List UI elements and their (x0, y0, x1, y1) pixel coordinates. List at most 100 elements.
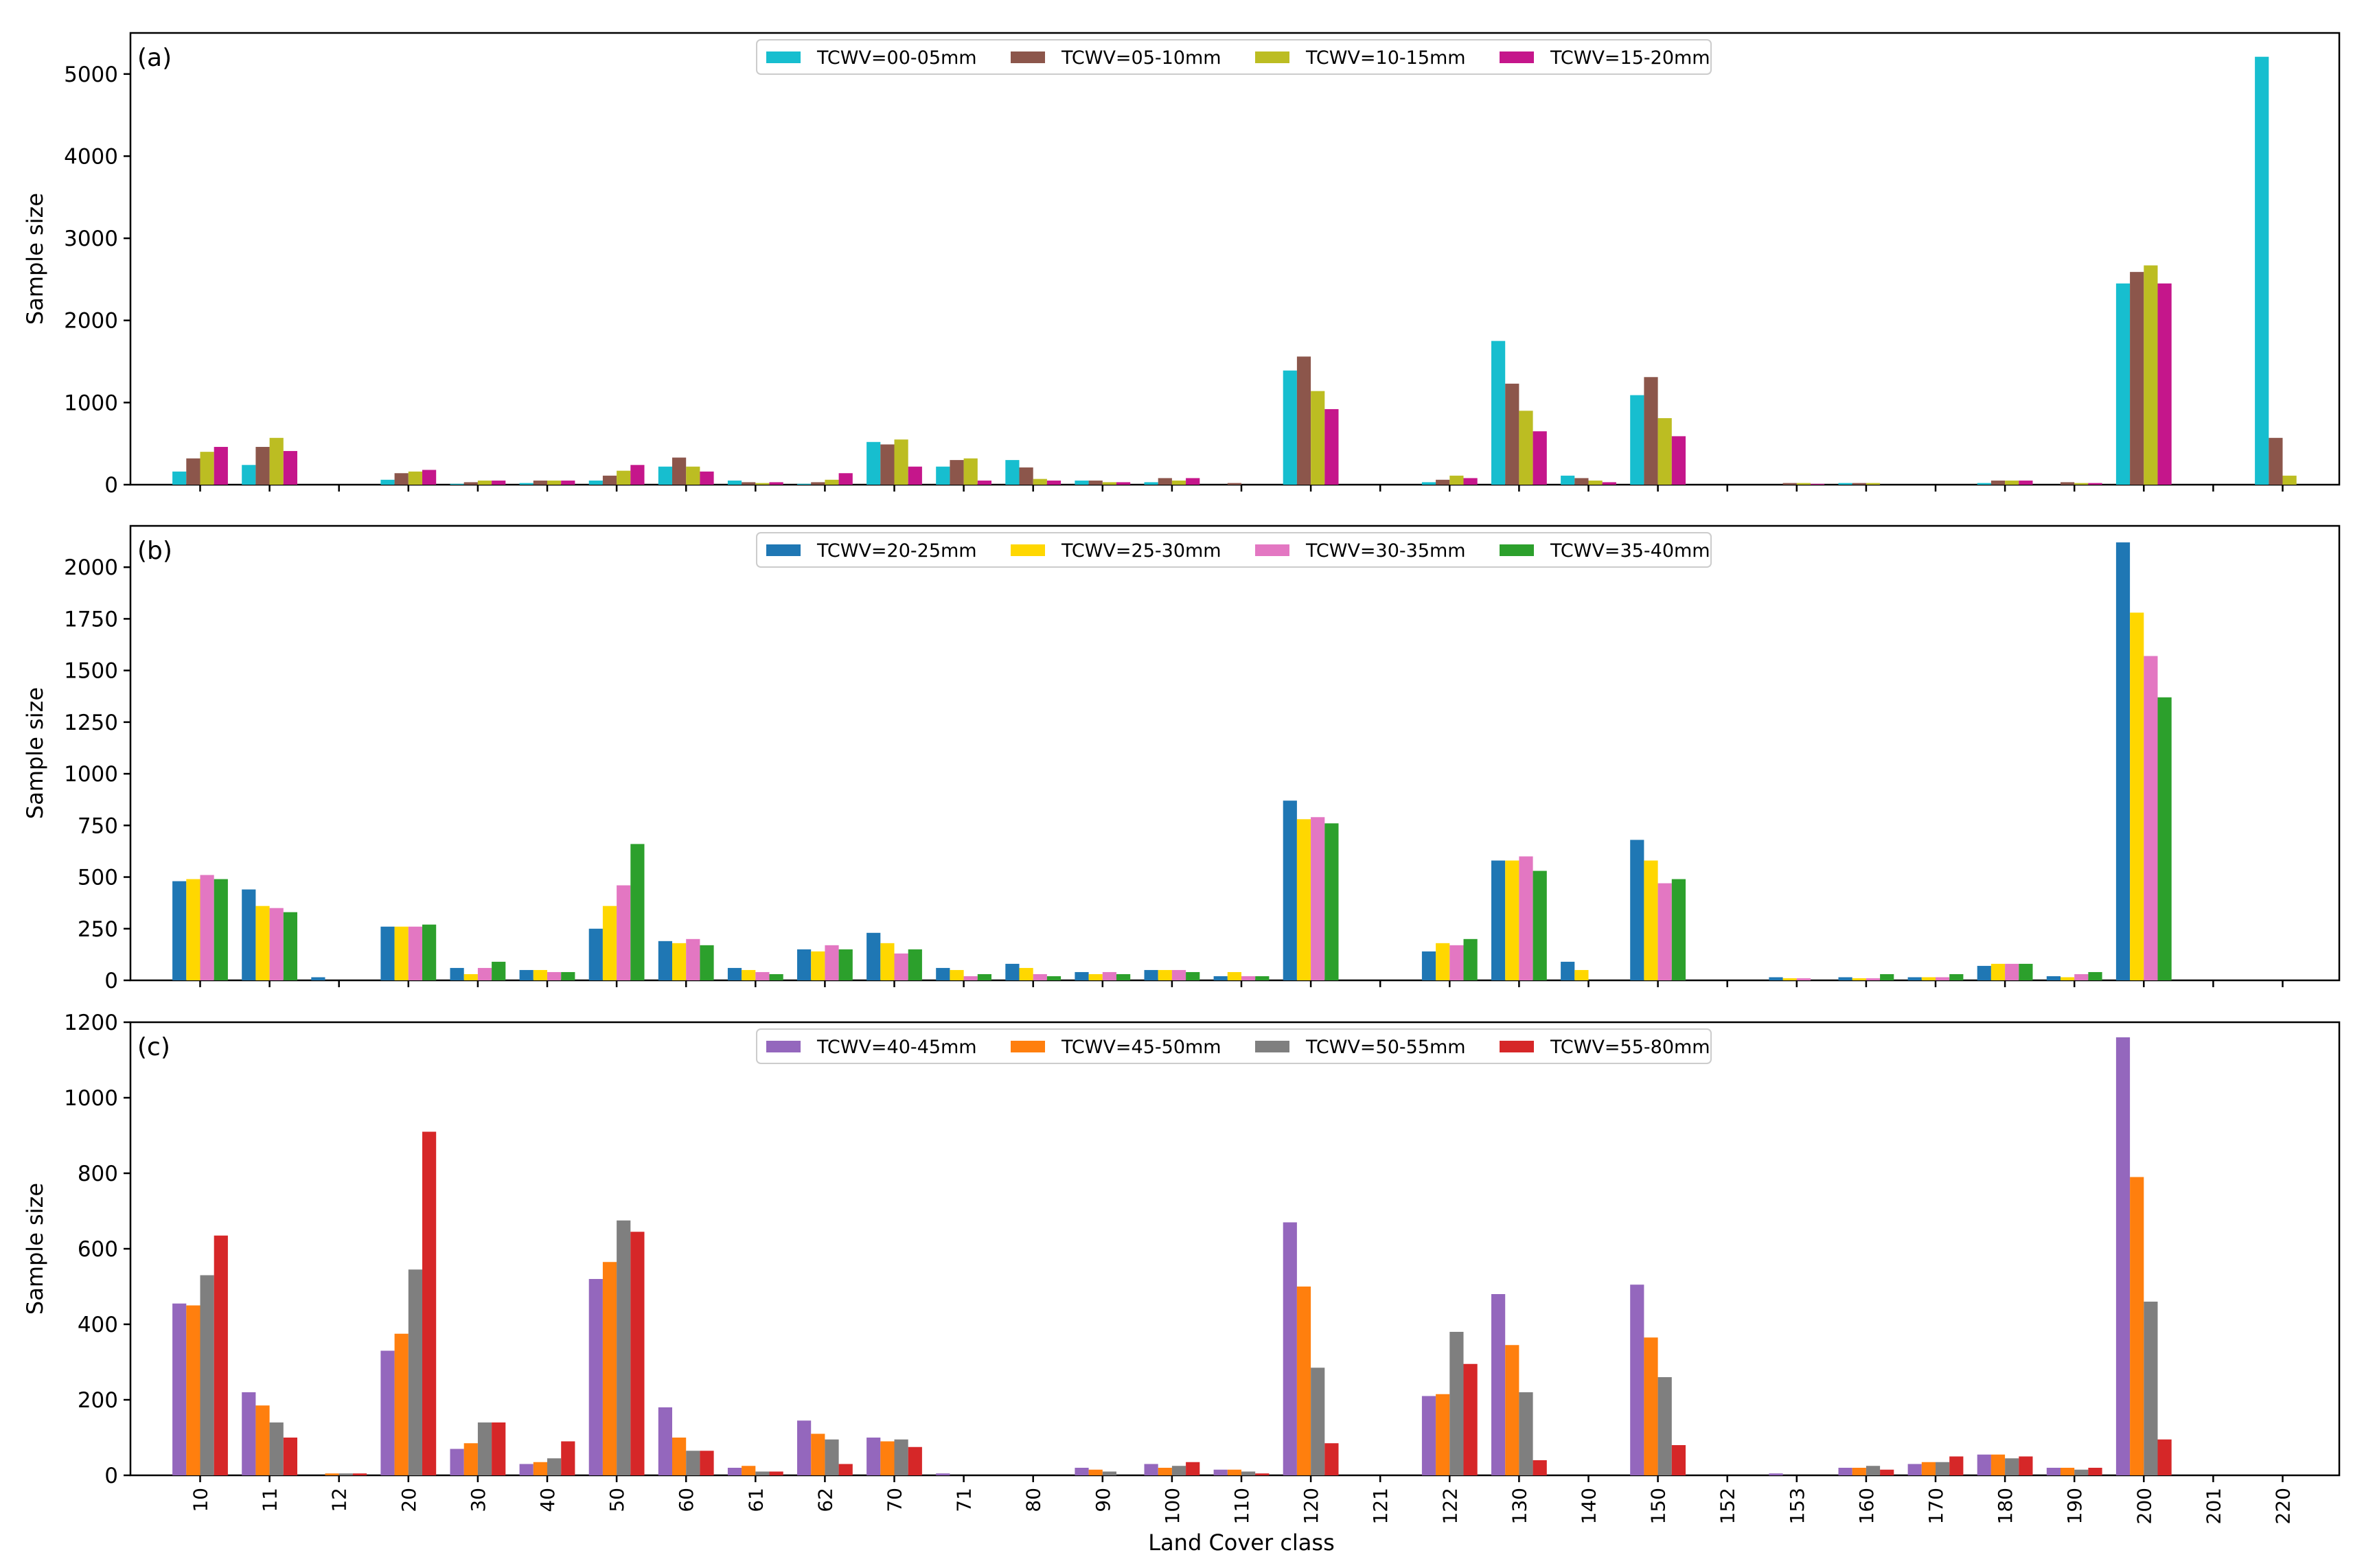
bar (172, 471, 187, 485)
bar (1019, 467, 1033, 485)
bar (1936, 977, 1950, 980)
bar (755, 971, 770, 980)
legend: TCWV=00-05mm TCWV=05-10mm TCWV=10-15mm TCWV… (756, 39, 1712, 75)
bar (742, 969, 756, 980)
bar (200, 875, 214, 980)
bar (172, 881, 187, 980)
bar (1782, 978, 1797, 980)
y-axis-label: Sample size (22, 1183, 48, 1315)
axes-frame (129, 524, 2341, 982)
legend-label: TCWV=10-15mm (1305, 47, 1466, 69)
bar (2019, 1456, 2033, 1475)
bar (269, 1422, 284, 1475)
bar (533, 481, 547, 485)
bar (1227, 483, 1241, 485)
bar (630, 1232, 645, 1475)
bar (394, 926, 409, 980)
legend-swatch (1500, 51, 1534, 63)
x-tick-labels: 10 11 12 20 30 40 50 60 61 62 70 71 80 90 100 110 120 121… (190, 1488, 2295, 1524)
bar (838, 1464, 853, 1475)
y-tick-label: 1500 (64, 659, 118, 684)
bar (1005, 460, 1020, 485)
bar (1283, 370, 1297, 485)
bar (463, 973, 478, 980)
bar (602, 475, 617, 485)
bar (255, 906, 270, 980)
y-axis-label: Sample size (22, 687, 48, 819)
bar (1421, 951, 1436, 980)
bar (1796, 483, 1811, 485)
bar (1075, 1468, 1089, 1475)
bar (1171, 969, 1186, 980)
bar (2144, 656, 2158, 980)
y-tick-label: 200 (78, 1388, 118, 1413)
y-tick-label: 0 (104, 473, 118, 498)
bar (2005, 1458, 2019, 1475)
bar (838, 473, 853, 485)
bar (214, 1235, 228, 1475)
bar (1880, 973, 1894, 980)
bar (1644, 1337, 1658, 1475)
bar (1116, 973, 1131, 980)
bar (1088, 481, 1103, 485)
bar (658, 466, 672, 485)
bar (519, 1464, 533, 1475)
bar (588, 928, 603, 980)
legend-swatch (1011, 544, 1045, 556)
bar (742, 1466, 756, 1475)
bar (1421, 482, 1436, 485)
bar (658, 941, 672, 980)
bar (838, 949, 853, 980)
bar (2074, 483, 2089, 485)
bar (630, 844, 645, 980)
bar (1046, 481, 1061, 485)
bar (1574, 478, 1589, 485)
bar (617, 885, 631, 980)
bar (1255, 976, 1270, 980)
bar (894, 953, 908, 980)
x-tick-label: 122 (1438, 1488, 1461, 1524)
y-tick-label: 1750 (64, 607, 118, 632)
y-axis-label: Sample size (22, 193, 48, 325)
bar (547, 1458, 562, 1475)
legend-box (756, 532, 1712, 568)
bar (2019, 963, 2033, 980)
y-tick-label: 1200 (64, 1011, 118, 1035)
x-tick-label: 90 (1092, 1488, 1114, 1512)
bar (1574, 969, 1589, 980)
bar (1977, 1454, 1991, 1475)
bar (755, 483, 770, 485)
bar (700, 1451, 714, 1475)
bar (1241, 976, 1256, 980)
bar (1519, 1392, 1533, 1475)
bar (547, 481, 562, 485)
bar (1324, 408, 1339, 485)
y-tick-label: 4000 (64, 144, 118, 169)
bar (477, 1422, 492, 1475)
bar (1491, 341, 1506, 485)
bar (1102, 971, 1116, 980)
bar (186, 458, 200, 485)
bar (769, 973, 783, 980)
bar (1171, 481, 1186, 485)
bar (2269, 437, 2283, 485)
bar (1311, 391, 1325, 485)
bar (269, 437, 284, 485)
panel-a: 0 1000 2000 3000 4000 5000 Sample size (a) TCWV=… (22, 32, 2341, 498)
x-tick-label: 20 (398, 1488, 420, 1512)
bar (1088, 973, 1103, 980)
bar (1436, 1394, 1450, 1475)
bar (408, 1269, 422, 1475)
bar (1227, 1469, 1241, 1475)
bar (1116, 482, 1131, 485)
bar (1033, 479, 1047, 485)
legend-label: TCWV=45-50mm (1061, 1037, 1221, 1058)
bar (1630, 840, 1644, 980)
bar (1491, 1294, 1506, 1475)
bar (867, 441, 881, 485)
bar (394, 473, 409, 485)
bar (588, 1279, 603, 1475)
panel-c: 0 200 400 600 800 1000 1200 Sample size (c) TCWV=… (22, 1011, 2341, 1488)
x-tick-label: 120 (1300, 1488, 1322, 1524)
bar (1255, 1473, 1270, 1475)
